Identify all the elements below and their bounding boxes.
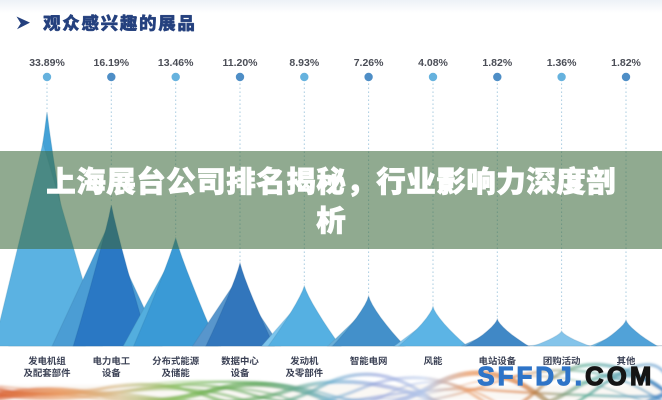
svg-text:1.36%: 1.36%	[547, 57, 577, 69]
svg-text:8.93%: 8.93%	[289, 57, 319, 69]
svg-text:1.82%: 1.82%	[482, 57, 512, 69]
svg-text:1.82%: 1.82%	[611, 57, 641, 69]
svg-text:7.26%: 7.26%	[354, 57, 384, 69]
svg-text:33.89%: 33.89%	[29, 57, 65, 69]
svg-text:13.46%: 13.46%	[158, 57, 194, 69]
svg-text:16.19%: 16.19%	[93, 57, 129, 69]
svg-text:11.20%: 11.20%	[222, 57, 258, 69]
svg-text:4.08%: 4.08%	[418, 57, 448, 69]
svg-text:SFFDJ.COM: SFFDJ.COM	[478, 363, 655, 391]
